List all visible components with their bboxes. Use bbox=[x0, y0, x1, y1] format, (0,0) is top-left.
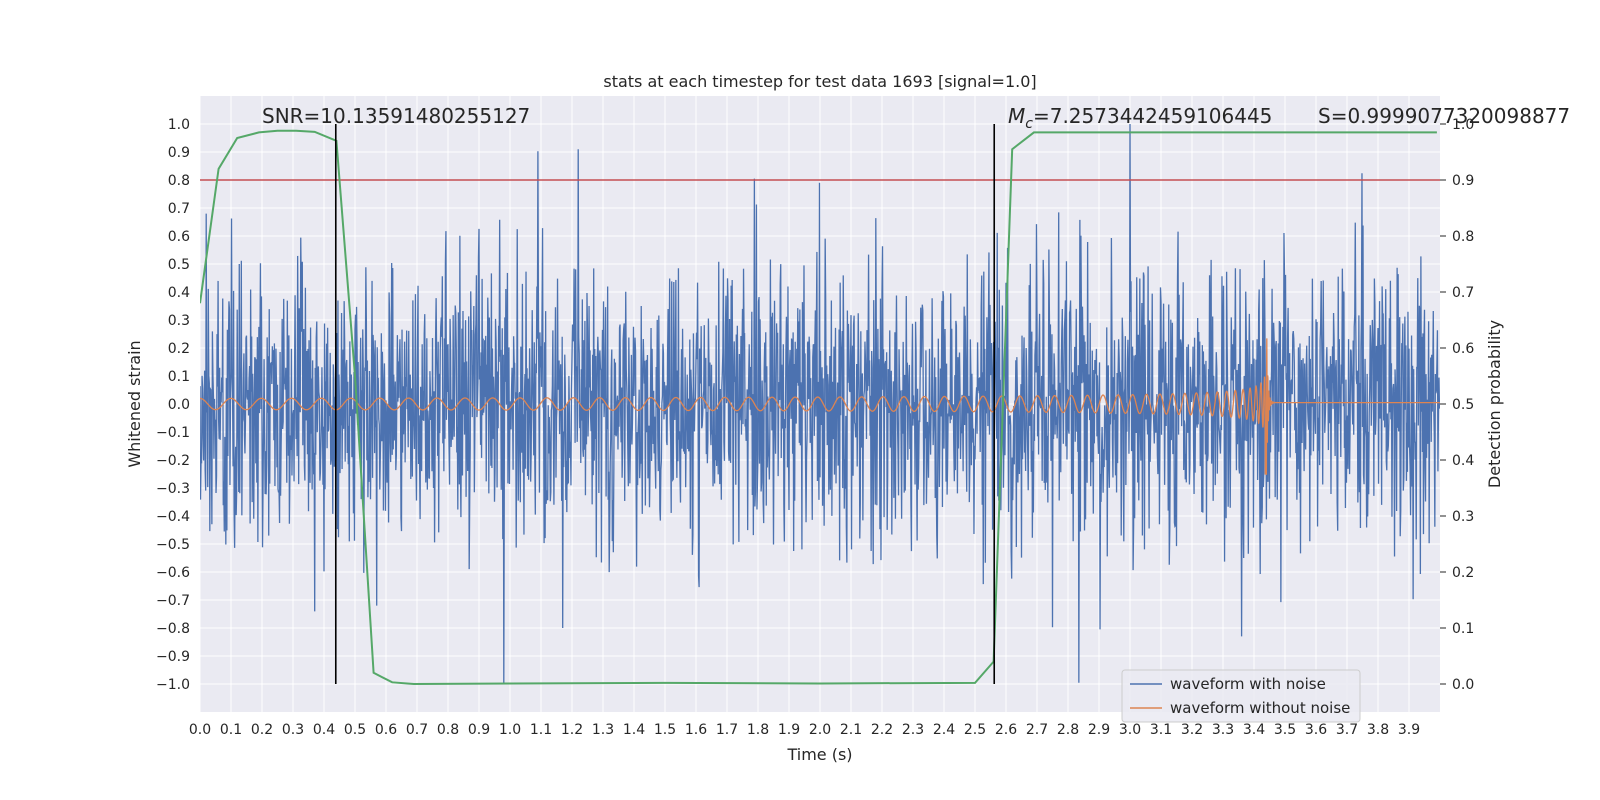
chirp-mass-subscript: c bbox=[1025, 116, 1033, 132]
legend-label-waveform-with-noise: waveform with noise bbox=[1170, 675, 1326, 693]
x-tick-label: 0.3 bbox=[282, 722, 304, 738]
series-line-waveform-with-noise bbox=[200, 123, 1440, 685]
y-tick-label: −0.6 bbox=[156, 565, 190, 581]
x-tick-label: 2.3 bbox=[902, 722, 924, 738]
y-tick-label: 0.0 bbox=[168, 397, 190, 413]
y-tick-label: −0.3 bbox=[156, 481, 190, 497]
legend: waveform with noise waveform without noi… bbox=[1121, 669, 1361, 723]
x-tick-label: 0.9 bbox=[468, 722, 490, 738]
x-tick-label: 2.0 bbox=[809, 722, 831, 738]
x-tick-label: 1.9 bbox=[778, 722, 800, 738]
y-tick-label: 0.6 bbox=[168, 229, 190, 245]
y2-tick-label: 0.9 bbox=[1452, 173, 1474, 189]
y2-tick-label: 0.8 bbox=[1452, 229, 1474, 245]
legend-box bbox=[1121, 669, 1361, 723]
x-tick-label: 3.3 bbox=[1212, 722, 1234, 738]
y2-tick-label: 0.4 bbox=[1452, 453, 1474, 469]
chart-title: stats at each timestep for test data 169… bbox=[603, 72, 1036, 91]
y2-axis-ticks: 1.0 0.9 0.8 0.7 0.6 0.5 0.4 0.3 0.2 0.1 0.0 bbox=[1440, 117, 1474, 693]
y-tick-label: −0.7 bbox=[156, 593, 190, 609]
x-tick-label: 1.7 bbox=[716, 722, 738, 738]
x-tick-label: 3.9 bbox=[1398, 722, 1420, 738]
y-axis-label: Whitened strain bbox=[125, 340, 144, 467]
x-tick-label: 0.0 bbox=[189, 722, 211, 738]
y2-tick-label: 0.3 bbox=[1452, 509, 1474, 525]
x-tick-label: 0.8 bbox=[437, 722, 459, 738]
y-tick-label: 0.8 bbox=[168, 173, 190, 189]
score-annotation: S=0.9999077320098877 bbox=[1318, 104, 1570, 128]
x-tick-label: 1.3 bbox=[592, 722, 614, 738]
x-tick-label: 2.9 bbox=[1088, 722, 1110, 738]
x-tick-label: 3.1 bbox=[1150, 722, 1172, 738]
x-tick-label: 1.0 bbox=[499, 722, 521, 738]
x-tick-label: 1.5 bbox=[654, 722, 676, 738]
y-tick-label: 0.4 bbox=[168, 285, 190, 301]
y-tick-label: 0.2 bbox=[168, 341, 190, 357]
x-tick-label: 3.7 bbox=[1336, 722, 1358, 738]
x-tick-label: 1.2 bbox=[561, 722, 583, 738]
x-tick-label: 0.1 bbox=[220, 722, 242, 738]
y-tick-label: −0.5 bbox=[156, 537, 190, 553]
y2-axis-label: Detection probability bbox=[1485, 320, 1504, 488]
x-tick-label: 0.6 bbox=[375, 722, 397, 738]
y-tick-label: 0.7 bbox=[168, 201, 190, 217]
y2-tick-label: 0.6 bbox=[1452, 341, 1474, 357]
x-axis-ticks: 0.0 0.1 0.2 0.3 0.4 0.5 0.6 0.7 0.8 0.9 1.0 1.1 1.2 1… bbox=[189, 722, 1420, 738]
x-tick-label: 0.4 bbox=[313, 722, 335, 738]
y-tick-label: 0.5 bbox=[168, 257, 190, 273]
x-tick-label: 2.6 bbox=[995, 722, 1017, 738]
x-tick-label: 3.0 bbox=[1119, 722, 1141, 738]
y2-tick-label: 0.0 bbox=[1452, 677, 1474, 693]
chirp-mass-annotation: Mc=7.2573442459106445 bbox=[1008, 104, 1272, 132]
y2-tick-label: 0.1 bbox=[1452, 621, 1474, 637]
x-axis-label: Time (s) bbox=[786, 745, 852, 764]
x-tick-label: 0.2 bbox=[251, 722, 273, 738]
plot-area bbox=[200, 123, 1440, 686]
x-tick-label: 2.1 bbox=[840, 722, 862, 738]
snr-annotation: SNR=10.13591480255127 bbox=[262, 104, 530, 128]
x-tick-label: 1.6 bbox=[685, 722, 707, 738]
x-tick-label: 1.8 bbox=[747, 722, 769, 738]
x-tick-label: 3.2 bbox=[1181, 722, 1203, 738]
x-tick-label: 3.5 bbox=[1274, 722, 1296, 738]
y-tick-label: −0.1 bbox=[156, 425, 190, 441]
chirp-mass-symbol: M bbox=[1008, 104, 1025, 128]
y2-tick-label: 0.7 bbox=[1452, 285, 1474, 301]
x-tick-label: 1.1 bbox=[530, 722, 552, 738]
x-tick-label: 3.8 bbox=[1367, 722, 1389, 738]
y-tick-label: 0.1 bbox=[168, 369, 190, 385]
series-line-detection-probability bbox=[200, 129, 1437, 686]
x-tick-label: 2.7 bbox=[1026, 722, 1048, 738]
chirp-mass-value: =7.2573442459106445 bbox=[1033, 104, 1272, 128]
x-tick-label: 3.6 bbox=[1305, 722, 1327, 738]
x-tick-label: 2.4 bbox=[933, 722, 955, 738]
series-line-waveform-without-noise bbox=[200, 338, 1440, 475]
y-tick-label: 1.0 bbox=[168, 117, 190, 133]
x-tick-label: 1.4 bbox=[623, 722, 645, 738]
x-tick-label: 0.5 bbox=[344, 722, 366, 738]
y2-tick-label: 0.5 bbox=[1452, 397, 1474, 413]
x-tick-label: 3.4 bbox=[1243, 722, 1265, 738]
y-tick-label: 0.3 bbox=[168, 313, 190, 329]
y-tick-label: −0.2 bbox=[156, 453, 190, 469]
x-tick-label: 2.5 bbox=[964, 722, 986, 738]
y-tick-label: −1.0 bbox=[156, 677, 190, 693]
y-tick-label: −0.9 bbox=[156, 649, 190, 665]
vertical-markers bbox=[334, 124, 996, 684]
y-tick-label: 0.9 bbox=[168, 145, 190, 161]
y2-tick-label: 0.2 bbox=[1452, 565, 1474, 581]
x-tick-label: 2.8 bbox=[1057, 722, 1079, 738]
x-tick-label: 2.2 bbox=[871, 722, 893, 738]
y-tick-label: −0.8 bbox=[156, 621, 190, 637]
y2-tick-label: 1.0 bbox=[1452, 117, 1474, 133]
y-axis-ticks: 1.0 0.9 0.8 0.7 0.6 0.5 0.4 0.3 0.2 0.1 0.0 −0.1 −0.… bbox=[156, 117, 190, 693]
y-tick-label: −0.4 bbox=[156, 509, 190, 525]
x-tick-label: 0.7 bbox=[406, 722, 428, 738]
legend-label-waveform-without-noise: waveform without noise bbox=[1170, 699, 1350, 717]
